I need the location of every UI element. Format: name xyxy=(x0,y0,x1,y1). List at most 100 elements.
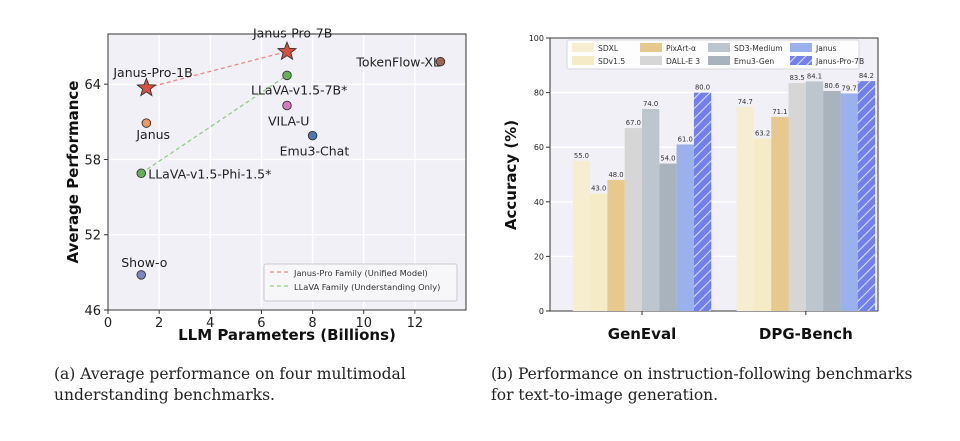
bar-value-label: 80.6 xyxy=(824,82,839,90)
bar xyxy=(642,108,660,311)
bar-legend-label: SD3-Medium xyxy=(734,44,783,53)
bar-legend-swatch xyxy=(790,43,812,52)
bar-value-label: 54.0 xyxy=(660,155,675,163)
bar xyxy=(805,81,824,311)
scatter-y-axis-label: Average Performance xyxy=(64,81,82,264)
scatter-frame xyxy=(107,33,467,311)
scatter-point xyxy=(307,130,318,141)
bar-y-tick-label: 20 xyxy=(534,252,544,261)
bar-legend-label: PixArt-α xyxy=(666,44,696,53)
bar xyxy=(823,90,841,311)
bar-value-label: 74.7 xyxy=(738,98,753,106)
bar-y-tick-label: 0 xyxy=(539,307,544,316)
bar-value-label: 83.5 xyxy=(790,74,805,82)
bar xyxy=(676,144,694,311)
scatter-y-tick-label: 52 xyxy=(84,229,101,244)
caption-b: (b) Performance on instruction-following… xyxy=(491,365,913,404)
bar-value-label: 74.0 xyxy=(643,100,658,108)
bar-value-label: 43.0 xyxy=(591,185,606,193)
bar xyxy=(771,116,789,311)
scatter-legend: Janus-Pro Family (Unified Model) LLaVA Fa… xyxy=(263,263,458,302)
scatter-x-tick-label: 8 xyxy=(308,316,316,331)
bar xyxy=(753,138,772,311)
bar-value-label: 79.7 xyxy=(842,84,857,92)
bar xyxy=(590,193,608,311)
scatter-point-label: Emu3-Chat xyxy=(280,144,350,159)
scatter-point-label: LLaVA-v1.5-Phi-1.5* xyxy=(148,166,271,181)
bar-legend-label: Janus-Pro-7B xyxy=(815,57,864,66)
scatter-legend-box xyxy=(263,263,458,302)
bar-series: 55.0 74.7 43.0 63.2 48.0 71.1 67.0 83.5 74.0 84.1… xyxy=(572,72,876,311)
scatter-x-axis-label: LLM Parameters (Billions) xyxy=(178,326,396,344)
scatter-x-tick-label: 4 xyxy=(206,316,214,331)
bar-value-label: 63.2 xyxy=(755,129,770,137)
bar xyxy=(624,128,643,311)
bar-chart: 0 20 40 60 80 100 GenEval DPG-Bench 55.0 74.7 43.… xyxy=(502,34,879,343)
scatter-x-tick-label: 2 xyxy=(155,316,163,331)
bar xyxy=(736,107,754,311)
scatter-point xyxy=(136,270,146,280)
bar-y-axis-label: Accuracy (%) xyxy=(502,120,520,230)
scatter-point-label: VILA-U xyxy=(268,114,309,129)
scatter-point xyxy=(435,56,446,67)
scatter-point-label: Janus-Pro-1B xyxy=(112,65,192,80)
scatter-x-tick-label: 10 xyxy=(355,316,372,331)
scatter-point-star xyxy=(276,40,298,61)
scatter-points: Janus-Pro-1B Janus-Pro-7B Janus LLaVA-v1.5-… xyxy=(112,26,446,280)
scatter-point xyxy=(282,100,292,111)
bar-legend-label: SDXL xyxy=(598,44,619,53)
bar-legend-label: Emu3-Gen xyxy=(734,57,774,66)
caption-a: (a) Average performance on four multimod… xyxy=(54,365,406,404)
bar-category-label: DPG-Bench xyxy=(759,325,853,343)
scatter-point-label: LLaVA-v1.5-7B* xyxy=(251,82,347,97)
bar-value-label: 55.0 xyxy=(574,152,589,160)
bar-legend-swatch xyxy=(640,43,662,52)
bar xyxy=(857,81,876,311)
bar-legend-label: Janus xyxy=(815,44,837,53)
scatter-x-tick-label: 0 xyxy=(104,316,112,331)
bar-legend-label: DALL-E 3 xyxy=(666,57,700,66)
scatter-y-tick-label: 58 xyxy=(84,153,101,168)
bar-value-label: 84.1 xyxy=(807,72,822,80)
scatter-trend-line-0 xyxy=(146,50,288,89)
scatter-trend-lines xyxy=(140,50,288,174)
scatter-point-star xyxy=(136,77,157,97)
bar-legend-swatch xyxy=(708,56,730,65)
bar-legend-swatch xyxy=(572,56,594,65)
bar xyxy=(840,93,858,311)
scatter-x-tick-label: 12 xyxy=(407,316,424,331)
scatter-y-tick-label: 46 xyxy=(84,304,101,319)
bar xyxy=(607,179,625,311)
bar xyxy=(572,160,591,311)
bar-value-label: 84.2 xyxy=(859,72,874,80)
bar-legend-swatch xyxy=(708,43,730,52)
bar-frame xyxy=(549,37,879,312)
bar-legend-swatch xyxy=(640,56,662,65)
scatter-trend-line-1 xyxy=(140,74,288,174)
bar-value-label: 61.0 xyxy=(678,135,693,143)
scatter-point xyxy=(136,168,146,179)
scatter-point xyxy=(282,70,292,81)
scatter-x-tick-label: 6 xyxy=(257,316,265,331)
bar-y-tick-label: 60 xyxy=(534,143,544,152)
scatter-point-label: TokenFlow-XL xyxy=(355,55,440,70)
scatter-point-label: Show-o xyxy=(121,255,167,270)
scatter-point-label: Janus xyxy=(135,127,170,142)
bar-y-tick-label: 100 xyxy=(529,34,544,43)
bar xyxy=(659,163,677,311)
bar-value-label: 48.0 xyxy=(608,171,623,179)
bar-value-label: 71.1 xyxy=(772,108,787,116)
scatter-point-label: Janus-Pro-7B xyxy=(252,26,332,41)
scatter-legend-label: LLaVA Family (Understanding Only) xyxy=(294,282,440,292)
bar xyxy=(693,92,712,311)
bar-value-label: 80.0 xyxy=(695,84,710,92)
bar-legend-label: SDv1.5 xyxy=(598,57,625,66)
bar-y-tick-label: 80 xyxy=(534,89,544,98)
bar-value-label: 67.0 xyxy=(626,119,641,127)
scatter-legend-label: Janus-Pro Family (Unified Model) xyxy=(293,268,428,278)
bar-legend: SDXL SDv1.5 PixArt-α DALL-E 3 SD3-Medium Emu3… xyxy=(566,39,864,70)
scatter-point xyxy=(141,118,152,128)
bar xyxy=(788,83,806,311)
